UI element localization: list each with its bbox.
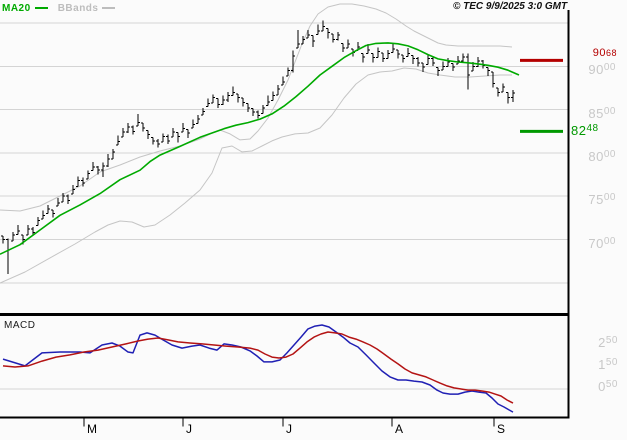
price-axis-label-7000-main: 70 <box>588 236 604 251</box>
price-axis-label-7000-sup: 00 <box>603 236 616 247</box>
month-label-2: J <box>286 422 292 436</box>
price-axis-label-8000-main: 80 <box>588 149 604 164</box>
macd-level-label-0-sup: 50 <box>605 379 618 390</box>
indicator-legend: MA20 BBands <box>2 1 125 15</box>
month-label-0: M <box>87 422 97 436</box>
legend-ma20-swatch <box>34 7 48 9</box>
panel-separator <box>0 313 569 316</box>
legend-bbands-swatch <box>102 7 116 9</box>
copyright-text: © TEC 9/9/2025 3:0 GMT <box>453 1 568 12</box>
price-axis-label-7500-sup: 00 <box>603 192 616 203</box>
macd-level-label-2-sup: 50 <box>605 335 618 346</box>
price-axis-label-7000: 7000 <box>588 236 616 251</box>
resistance-price-label-sup: 68 <box>605 48 617 58</box>
month-label-3: A <box>395 422 404 436</box>
macd-panel-title: MACD <box>4 320 36 331</box>
ma20-line <box>0 42 520 255</box>
macd-level-label-0-main: 0 <box>598 379 606 394</box>
macd-level-label-1-sup: 50 <box>605 357 618 368</box>
macd-line <box>2 324 514 413</box>
price-axis-label-8000: 8000 <box>588 149 616 164</box>
support-price-label-main: 82 <box>571 123 587 138</box>
macd-level-label-1-main: 1 <box>598 357 606 372</box>
price-axis-label-9000: 9000 <box>588 62 616 77</box>
bollinger-lower-line <box>0 67 512 284</box>
ohlc-bars <box>1 20 515 275</box>
price-axis-label-9000-sup: 00 <box>603 62 616 73</box>
macd-signal-line <box>2 331 514 404</box>
month-label-1: J <box>186 422 192 436</box>
macd-level-label-1: 150 <box>598 357 618 372</box>
price-axis-label-8500-main: 85 <box>588 106 604 121</box>
macd-level-label-0: 050 <box>598 379 618 394</box>
price-axis-label-8500: 8500 <box>588 106 616 121</box>
bollinger-upper-line <box>0 3 513 212</box>
legend-ma20-label: MA20 <box>2 2 31 14</box>
price-axis-label-9000-main: 90 <box>588 62 604 77</box>
resistance-price-label: 9068 <box>593 48 617 59</box>
legend-bbands-label: BBands <box>57 2 99 14</box>
macd-level-label-2: 250 <box>598 335 618 350</box>
price-axis-label-8500-sup: 00 <box>603 106 616 117</box>
macd-level-label-2-main: 2 <box>598 335 606 350</box>
price-axis-label-7500-main: 75 <box>588 192 604 207</box>
resistance-price-label-main: 90 <box>592 47 606 59</box>
price-axis-label-7500: 7500 <box>588 192 616 207</box>
price-axis-label-8000-sup: 00 <box>603 149 616 160</box>
support-price-label-sup: 48 <box>586 123 599 134</box>
month-label-4: S <box>497 422 506 436</box>
support-price-label: 8248 <box>571 123 599 138</box>
